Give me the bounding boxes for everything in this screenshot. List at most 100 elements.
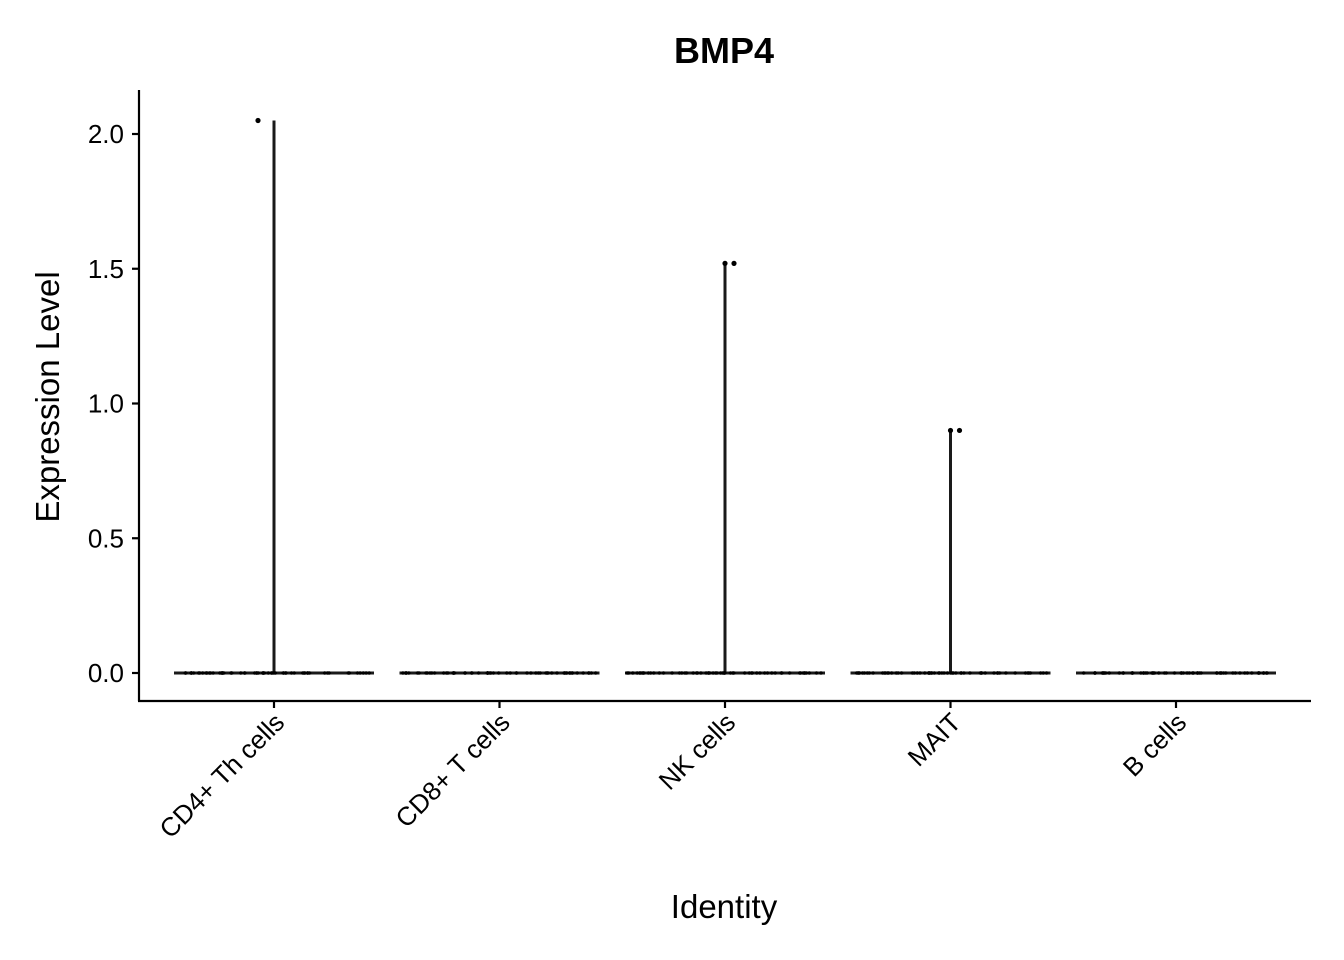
data-point <box>525 671 529 675</box>
data-point <box>1264 671 1269 675</box>
data-point <box>367 671 372 675</box>
data-point <box>661 671 666 675</box>
data-point <box>1038 671 1043 675</box>
data-point <box>968 671 972 675</box>
data-point <box>325 671 330 675</box>
data-point <box>652 671 656 675</box>
data-point <box>358 671 362 675</box>
data-point <box>677 671 682 675</box>
data-point <box>787 671 792 675</box>
data-point <box>684 671 689 675</box>
data-point <box>570 671 574 675</box>
data-point <box>403 671 408 675</box>
data-point <box>1139 671 1143 675</box>
data-point <box>364 671 368 675</box>
data-point <box>197 671 202 675</box>
data-point <box>641 671 645 675</box>
data-point <box>755 671 759 675</box>
data-point <box>508 671 512 675</box>
data-point <box>229 671 233 675</box>
data-point <box>361 671 366 675</box>
data-point <box>1107 671 1111 675</box>
x-tick-label: CD4+ Th cells <box>153 707 290 844</box>
outlier-point <box>956 427 963 434</box>
data-point <box>695 671 700 675</box>
data-point <box>289 671 294 675</box>
data-point <box>1179 671 1184 675</box>
x-tick-label: MAIT <box>902 707 967 772</box>
data-point <box>242 671 247 675</box>
data-point <box>1157 671 1161 675</box>
data-point <box>1130 671 1134 675</box>
data-point <box>992 671 996 675</box>
data-point <box>1027 671 1031 675</box>
chart-title: BMP4 <box>674 30 774 71</box>
data-point <box>722 671 727 675</box>
data-point <box>211 671 215 675</box>
data-point <box>910 671 915 675</box>
data-point <box>191 671 196 675</box>
data-point <box>1013 671 1017 675</box>
data-point <box>867 671 871 675</box>
data-point <box>657 671 662 675</box>
y-tick-label: 1.5 <box>88 254 124 284</box>
outlier-point <box>722 260 728 266</box>
data-point <box>1004 671 1008 675</box>
data-point <box>765 671 770 675</box>
data-point <box>626 671 631 675</box>
data-point <box>923 671 927 675</box>
data-point <box>536 671 541 675</box>
data-point <box>1187 671 1191 675</box>
data-point <box>451 671 456 675</box>
y-tick-label: 2.0 <box>88 119 124 149</box>
data-point <box>476 671 481 675</box>
data-point <box>239 671 243 675</box>
data-point <box>742 671 747 675</box>
data-point <box>207 671 212 675</box>
y-axis-title: Expression Level <box>29 271 66 522</box>
data-point <box>489 671 493 675</box>
x-axis-title: Identity <box>671 888 778 925</box>
data-point <box>424 671 428 675</box>
data-point <box>638 671 643 675</box>
data-point <box>773 671 777 675</box>
data-point <box>593 671 598 675</box>
data-point <box>1117 671 1122 675</box>
data-point <box>819 671 823 675</box>
data-point <box>575 671 579 675</box>
data-point <box>758 671 762 675</box>
y-tick-label: 0.0 <box>88 658 124 688</box>
data-point <box>1245 671 1250 675</box>
data-point <box>1218 671 1222 675</box>
data-point <box>1142 671 1146 675</box>
data-point <box>1231 671 1235 675</box>
data-point <box>322 671 327 675</box>
data-point <box>871 671 875 675</box>
data-point <box>441 671 446 675</box>
data-point <box>486 671 490 675</box>
data-point <box>1162 671 1167 675</box>
x-tick-label: B cells <box>1117 707 1192 782</box>
data-point <box>899 671 904 675</box>
data-point <box>1243 671 1247 675</box>
data-point <box>514 671 519 675</box>
x-tick-label: CD8+ T cells <box>389 707 515 833</box>
data-point <box>432 671 437 675</box>
violin-group <box>399 671 600 675</box>
data-point <box>183 671 188 675</box>
data-point <box>301 671 305 675</box>
y-tick-label: 0.5 <box>88 523 124 553</box>
data-point <box>857 671 861 675</box>
data-point <box>728 671 733 675</box>
data-point <box>1257 671 1261 675</box>
data-point <box>544 671 548 675</box>
data-point <box>204 671 208 675</box>
data-point <box>959 671 963 675</box>
data-point <box>930 671 934 675</box>
data-point <box>1172 671 1177 675</box>
data-point <box>1103 671 1108 675</box>
data-point <box>706 671 711 675</box>
data-point <box>954 671 958 675</box>
data-point <box>807 671 812 675</box>
data-point <box>463 671 467 675</box>
